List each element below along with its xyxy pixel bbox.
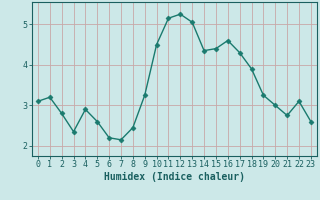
X-axis label: Humidex (Indice chaleur): Humidex (Indice chaleur) (104, 172, 245, 182)
